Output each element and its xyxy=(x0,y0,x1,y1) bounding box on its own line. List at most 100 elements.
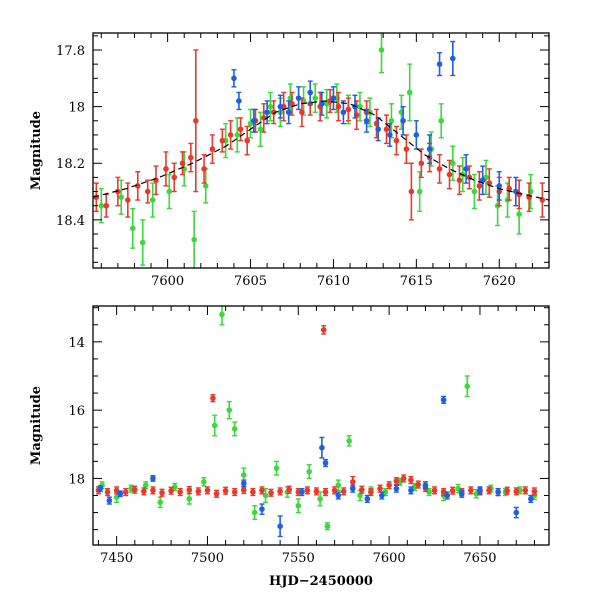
data-point xyxy=(299,109,305,116)
plot-frame xyxy=(92,32,550,269)
plot-area xyxy=(95,306,538,538)
data-point xyxy=(363,117,370,124)
data-point xyxy=(168,487,174,494)
data-point xyxy=(171,484,178,490)
data-point xyxy=(260,115,267,121)
data-point xyxy=(477,487,483,494)
data-point xyxy=(531,488,538,495)
data-point xyxy=(210,395,216,401)
data-point xyxy=(393,137,400,144)
data-point xyxy=(141,488,147,495)
data-point xyxy=(382,489,389,495)
data-point xyxy=(408,477,414,483)
data-point xyxy=(418,160,425,167)
data-point xyxy=(464,383,471,390)
data-point xyxy=(125,197,131,203)
data-point xyxy=(513,509,520,516)
data-point xyxy=(364,496,371,502)
data-point xyxy=(393,485,400,492)
data-point xyxy=(277,488,283,495)
data-point xyxy=(444,492,451,499)
data-point xyxy=(103,202,110,209)
data-point xyxy=(406,89,413,96)
data-point xyxy=(450,160,456,167)
data-point xyxy=(179,160,186,167)
data-point xyxy=(359,486,365,493)
x-tick-label: 7610 xyxy=(317,274,350,289)
data-point xyxy=(377,485,383,492)
series-2 xyxy=(231,40,519,207)
x-tick-label: 7650 xyxy=(463,551,496,566)
data-point xyxy=(149,197,156,203)
data-point xyxy=(312,95,318,101)
series-1 xyxy=(98,33,534,268)
data-point xyxy=(191,236,197,243)
data-point xyxy=(346,438,352,444)
data-point xyxy=(468,487,474,494)
data-point xyxy=(171,174,178,181)
data-point xyxy=(330,95,337,101)
x-tick-label: 7500 xyxy=(191,551,224,566)
y-tick-label: 18 xyxy=(68,472,85,487)
y-tick-label: 18 xyxy=(68,101,85,116)
data-point xyxy=(259,506,265,512)
data-point xyxy=(349,479,356,485)
data-point xyxy=(431,487,438,494)
data-point xyxy=(195,488,202,495)
data-point xyxy=(313,488,320,495)
data-point xyxy=(357,103,363,110)
data-point xyxy=(378,47,385,53)
top-panel: 7600 7605 7610 7615 7620 17.8 18 18.2 18.4 Magnit… xyxy=(29,32,550,289)
data-point xyxy=(324,523,331,530)
data-point xyxy=(264,109,270,116)
y-tick-label: 17.8 xyxy=(56,44,85,59)
data-point xyxy=(186,496,193,502)
data-point xyxy=(295,95,302,101)
model-curve xyxy=(93,100,549,201)
data-point xyxy=(528,496,534,502)
data-point xyxy=(144,188,151,195)
data-point xyxy=(408,487,414,494)
data-point xyxy=(388,117,395,124)
data-point xyxy=(237,126,244,133)
y-axis-title: Magnitude xyxy=(29,386,44,465)
data-point xyxy=(400,117,406,124)
data-point xyxy=(166,188,173,195)
data-point xyxy=(335,492,342,499)
series-2 xyxy=(97,395,534,538)
x-tick-label: 7550 xyxy=(282,551,315,566)
data-point xyxy=(450,55,456,62)
data-point xyxy=(193,117,199,124)
data-point xyxy=(150,475,156,482)
data-point xyxy=(400,475,407,482)
data-point xyxy=(131,486,138,493)
data-point xyxy=(118,194,124,201)
bottom-panel: 7450 7500 7550 7600 7650 14 16 18 Magnitude HJD−2… xyxy=(29,305,550,589)
data-point xyxy=(98,202,105,209)
data-point xyxy=(204,487,211,494)
data-point xyxy=(163,166,169,172)
data-point xyxy=(476,183,483,189)
data-point xyxy=(142,482,149,489)
data-point xyxy=(387,132,393,138)
data-point xyxy=(267,103,274,110)
data-point xyxy=(209,146,216,152)
data-point xyxy=(319,100,325,107)
data-point xyxy=(458,490,465,497)
data-point xyxy=(319,444,325,451)
data-point xyxy=(277,523,283,530)
series-0 xyxy=(93,49,546,221)
data-point xyxy=(340,109,347,116)
data-point xyxy=(227,132,234,138)
data-point xyxy=(426,146,433,152)
data-point xyxy=(201,479,207,485)
data-point xyxy=(277,103,284,110)
data-point xyxy=(415,481,421,488)
data-point xyxy=(413,132,420,138)
x-tick-label: 7615 xyxy=(400,274,433,289)
data-point xyxy=(357,492,363,499)
y-tick-label: 18.4 xyxy=(56,214,85,229)
data-point xyxy=(250,489,256,495)
data-point xyxy=(438,117,445,124)
data-point xyxy=(340,488,347,495)
